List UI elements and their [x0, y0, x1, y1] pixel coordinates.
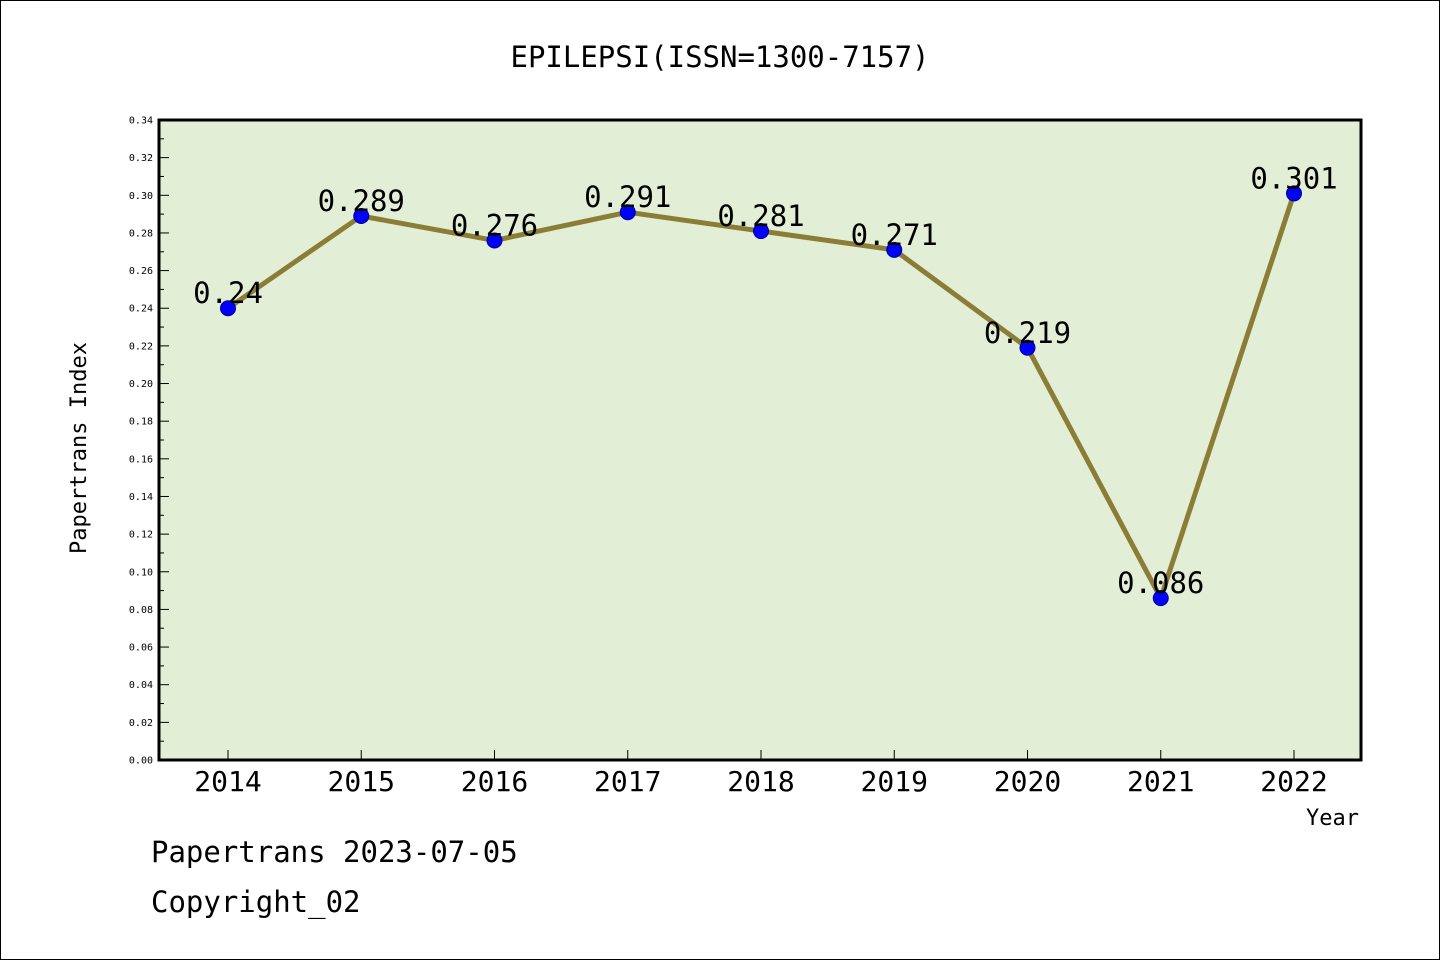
data-point-marker	[353, 208, 370, 224]
data-label: 0.291	[584, 180, 671, 214]
x-tick-label: 2018	[727, 765, 794, 798]
data-point-marker	[619, 204, 636, 221]
x-axis-label: Year	[1306, 806, 1359, 831]
y-tick-label: 0.00	[129, 756, 153, 767]
data-label: 0.276	[451, 208, 538, 242]
data-point-marker	[1019, 339, 1036, 356]
series-line-group: 0.24 0.289 0.276 0.291 0.281 0.271 0.219 0.086 0…	[193, 161, 1338, 607]
x-tick-label: 2022	[1260, 765, 1327, 798]
y-tick-label: 0.16	[129, 454, 153, 465]
data-point-marker	[1286, 185, 1302, 202]
y-axis-label: Papertrans Index	[67, 342, 92, 554]
y-axis: 0.00 0.02 0.04 0.06 0.08 0.10 0.12 0.14 0.16 0.18…	[129, 116, 169, 767]
data-label: 0.289	[318, 184, 405, 218]
x-tick-label: 2017	[594, 765, 661, 798]
y-tick-label: 0.08	[129, 605, 153, 616]
data-point-marker	[753, 223, 769, 240]
y-tick-label: 0.14	[129, 492, 153, 503]
x-axis: 2014 2015 2016 2017 2018 2019 2020 2021 2022	[194, 750, 1328, 798]
x-tick-label: 2021	[1127, 765, 1194, 798]
y-tick-label: 0.02	[129, 718, 153, 729]
data-point-marker	[886, 241, 903, 258]
y-tick-label: 0.30	[129, 191, 153, 202]
y-tick-label: 0.26	[129, 266, 153, 277]
x-tick-label: 2019	[861, 765, 928, 798]
data-label: 0.281	[717, 199, 804, 233]
x-tick-label: 2014	[194, 765, 261, 798]
y-tick-label: 0.34	[129, 116, 153, 127]
data-point-marker	[1152, 590, 1169, 607]
x-tick-label: 2016	[461, 765, 528, 798]
y-tick-label: 0.04	[129, 680, 153, 691]
y-tick-label: 0.18	[129, 417, 153, 428]
y-tick-label: 0.28	[129, 228, 153, 239]
chart-title: EPILEPSI(ISSN=1300-7157)	[510, 40, 929, 74]
y-tick-label: 0.20	[129, 379, 153, 390]
data-point-marker	[220, 300, 236, 317]
y-tick-label: 0.10	[129, 567, 153, 578]
data-label: 0.219	[984, 316, 1071, 350]
x-tick-label: 2020	[994, 765, 1061, 798]
x-tick-label: 2015	[328, 765, 395, 798]
data-label: 0.301	[1250, 161, 1337, 195]
data-label: 0.271	[851, 218, 938, 252]
y-tick-label: 0.32	[129, 153, 153, 164]
footer-date-text: Papertrans 2023-07-05	[151, 835, 518, 869]
y-tick-label: 0.12	[129, 530, 153, 541]
data-point-marker	[486, 232, 503, 249]
data-label: 0.24	[193, 276, 263, 310]
y-tick-label: 0.06	[129, 643, 153, 654]
y-tick-label: 0.22	[129, 341, 153, 352]
y-tick-label: 0.24	[129, 304, 153, 315]
footer-copyright-text: Copyright_02	[151, 885, 361, 919]
data-label: 0.086	[1117, 566, 1204, 600]
